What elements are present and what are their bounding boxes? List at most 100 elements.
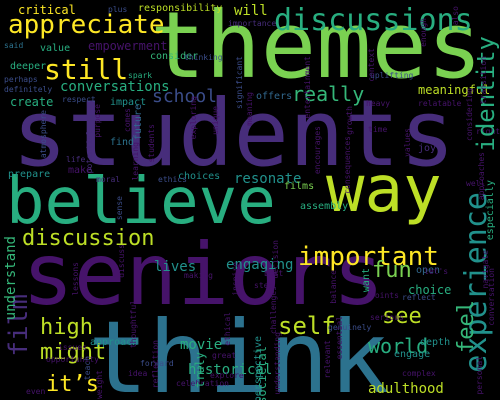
word-respect: respect (62, 95, 96, 104)
word-important: important (298, 242, 439, 272)
word-significant: significant (235, 56, 244, 109)
word-relatable: relatable (418, 99, 462, 108)
word-weight: weight (95, 370, 104, 399)
word-ethical: ethical (223, 312, 232, 346)
word-balance: balance (329, 270, 338, 304)
word-life: life (66, 155, 86, 164)
word-unique: unique (211, 106, 220, 135)
word-assembly: assembly (300, 201, 349, 212)
word-opportunity: opportunity (46, 355, 99, 364)
word-inspire: inspire (231, 262, 240, 296)
word-celebration: celebration (176, 379, 229, 388)
word-lets: let's (424, 267, 449, 276)
word-prepare: prepare (8, 169, 51, 180)
word-considering: considering (465, 88, 474, 141)
word-also: also (451, 6, 460, 26)
word-decision: decision (271, 240, 280, 279)
word-genuinely: genuinely (328, 323, 372, 332)
word-understanding: understanding (273, 332, 282, 395)
word-sense: sense (115, 196, 124, 221)
word-truly: truly (193, 352, 207, 389)
word-its: it’s (46, 372, 99, 397)
word-engage: engage (394, 349, 431, 360)
word-open: open (416, 265, 441, 276)
word-perspective: perspective (253, 336, 264, 400)
word-world: world (368, 334, 429, 358)
word-reflection: reflection (151, 340, 160, 389)
word-self: self (278, 312, 336, 340)
word-meaningful: meaningful (418, 83, 491, 97)
word-complex: complex (402, 369, 436, 378)
word-believe: believe (6, 165, 276, 239)
word-best: best (264, 269, 284, 278)
word-comes: comes (123, 108, 132, 133)
word-future: future (133, 104, 144, 141)
word-deeper: deeper (10, 61, 47, 72)
word-students-small: students (147, 124, 156, 163)
word-explore: explore (210, 371, 244, 380)
word-moral: moral (96, 175, 121, 184)
word-value: value (40, 43, 71, 54)
word-plus: plus (108, 5, 128, 14)
word-uplifting: uplifting (370, 71, 414, 80)
word-consider: consider (150, 51, 199, 62)
word-purpose: purpose (93, 104, 102, 138)
word-especially: especially (485, 180, 496, 241)
word-said: said (4, 41, 24, 50)
word-way: way (326, 153, 442, 227)
word-still: still (44, 53, 129, 86)
word-thinking: thinking (184, 53, 223, 62)
word-depth: depth (420, 337, 451, 348)
word-spark: spark (128, 71, 153, 80)
word-think: think (88, 299, 390, 400)
word-will: will (234, 3, 268, 19)
word-critical: critical (18, 3, 76, 17)
word-conversations: conversations (60, 79, 170, 95)
word-points: points (370, 291, 399, 300)
word-high: high (40, 315, 93, 340)
word-themes: themes (150, 0, 483, 99)
word-issues: issues (58, 343, 87, 352)
word-find: find (110, 137, 135, 148)
word-serious: serious (370, 313, 404, 322)
word-movie: movie (180, 337, 223, 353)
word-conversation: conversation (487, 268, 496, 326)
word-discuss: discuss (117, 244, 126, 278)
word-exploring: exploring (189, 96, 198, 140)
word-make: make (68, 165, 93, 176)
word-school: school (152, 86, 218, 107)
word-teach: teach (83, 356, 92, 381)
word-films: films (284, 181, 315, 192)
word-offers: offers (256, 91, 293, 102)
word-essential: essential (335, 316, 344, 360)
word-seniors: seniors (22, 225, 385, 325)
word-enough: enough (419, 18, 428, 47)
word-ethics: ethics (158, 175, 187, 184)
word-impact: impact (110, 97, 147, 108)
word-encourages: encourages (313, 126, 322, 175)
word-responsibility: responsibility (138, 3, 223, 14)
word-learning: learning (131, 142, 140, 181)
word-fun: fun (372, 258, 412, 283)
word-historical: historical (188, 362, 273, 378)
word-resonate: resonate (234, 171, 302, 187)
word-want: want (361, 268, 372, 293)
word-context: context (367, 48, 376, 82)
word-making: making (184, 271, 213, 280)
word-really: really (292, 82, 365, 106)
word-transition: transition (479, 56, 488, 105)
word-value2: values (403, 128, 412, 157)
word-personal: personal (475, 356, 484, 395)
word-lives: lives (154, 259, 197, 275)
word-see: see (382, 304, 422, 329)
word-definitely: definitely (4, 85, 53, 94)
word-well: well (466, 179, 486, 188)
word-challenges: challenges (269, 286, 278, 335)
word-might: might (40, 340, 107, 365)
word-importance: importance (228, 19, 277, 28)
word-feel: feel (454, 300, 479, 353)
word-adulthood: adulthood (368, 381, 444, 397)
word-choices: choices (178, 171, 221, 182)
word-meaning: meaning (245, 92, 254, 126)
